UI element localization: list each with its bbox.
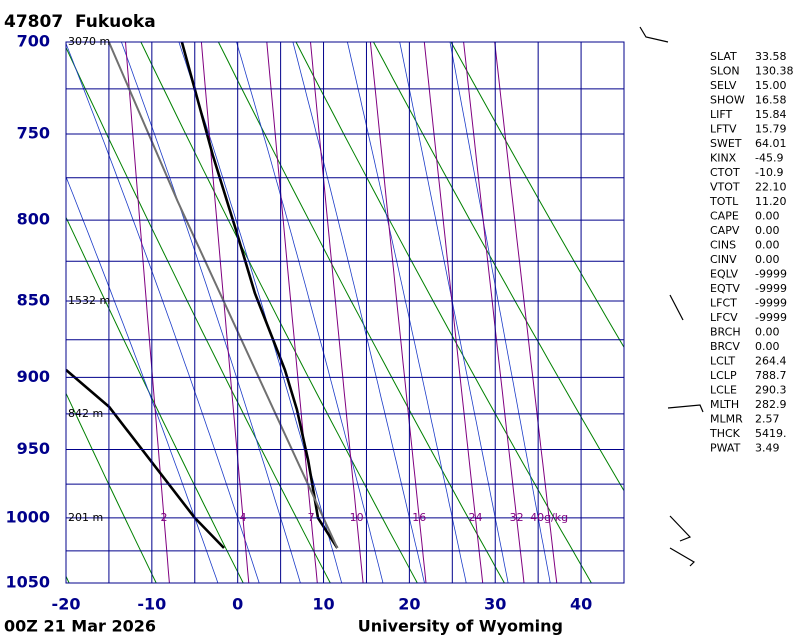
index-name: BRCV xyxy=(710,340,740,353)
height-label: 201 m xyxy=(68,511,103,524)
index-name: CAPV xyxy=(710,224,740,237)
index-value: 11.20 xyxy=(755,195,787,208)
mixing-ratio-label: 32 xyxy=(510,511,524,524)
index-name: BRCH xyxy=(710,326,741,339)
plot-border xyxy=(65,41,625,584)
index-name: CAPE xyxy=(710,210,739,223)
wind-barbs xyxy=(639,26,704,567)
index-name: VTOT xyxy=(710,181,740,194)
index-value: 0.00 xyxy=(755,326,780,339)
index-name: TOTL xyxy=(709,195,739,208)
index-value: 16.58 xyxy=(755,94,787,107)
index-name: LFTV xyxy=(710,123,737,136)
mixing-ratio-label: 24 xyxy=(468,511,482,524)
index-value: 2.57 xyxy=(755,413,780,426)
x-tick-label: 10 xyxy=(312,595,334,614)
x-tick-label: 20 xyxy=(398,595,420,614)
index-value: 282.9 xyxy=(755,398,787,411)
y-tick-label: 750 xyxy=(17,124,50,143)
index-name: LFCV xyxy=(710,311,738,324)
wind-barb xyxy=(669,294,684,321)
index-name: KINX xyxy=(710,152,737,165)
mixing-ratio-label: 16 xyxy=(412,511,426,524)
index-value: 33.58 xyxy=(755,50,787,63)
index-name: CINS xyxy=(710,239,736,252)
mixing-ratio-label: 2 xyxy=(161,511,168,524)
index-name: MLMR xyxy=(710,413,743,426)
index-value: -10.9 xyxy=(755,166,783,179)
wind-barb xyxy=(669,547,695,567)
index-value: 5419. xyxy=(755,427,787,440)
footer-left: 00Z 21 Mar 2026 xyxy=(4,617,156,636)
y-tick-label: 850 xyxy=(17,291,50,310)
wind-barb xyxy=(667,404,704,413)
index-value: 0.00 xyxy=(755,253,780,266)
index-value: 0.00 xyxy=(755,340,780,353)
indices-table: SLAT 33.58 SLON 130.38 SELV 15.00 SHOW 16.58 LIF… xyxy=(709,50,794,455)
index-name: EQLV xyxy=(710,268,739,281)
index-name: SLAT xyxy=(710,50,737,63)
index-name: CINV xyxy=(710,253,737,266)
x-tick-label: 40 xyxy=(570,595,592,614)
index-value: -9999 xyxy=(755,282,787,295)
wind-barb xyxy=(639,26,669,43)
x-tick-label: -20 xyxy=(52,595,81,614)
index-value: 264.4 xyxy=(755,355,787,368)
x-tick-label: 0 xyxy=(232,595,243,614)
index-name: PWAT xyxy=(710,442,741,455)
dry-adiabat xyxy=(66,392,157,583)
y-tick-label: 700 xyxy=(17,32,50,51)
index-value: -45.9 xyxy=(755,152,783,165)
index-name: CTOT xyxy=(710,166,740,179)
index-value: 3.49 xyxy=(755,442,780,455)
profile-line xyxy=(107,42,339,549)
index-value: 0.00 xyxy=(755,224,780,237)
index-name: LCLE xyxy=(710,384,737,397)
x-tick-label: 30 xyxy=(484,595,506,614)
mixing-ratio-label: 40g/kg xyxy=(530,511,568,524)
index-name: LCLT xyxy=(710,355,735,368)
index-value: -9999 xyxy=(755,311,787,324)
index-value: 15.84 xyxy=(755,108,787,121)
index-name: LFCT xyxy=(710,297,737,310)
y-tick-label: 1000 xyxy=(5,507,50,526)
index-name: MLTH xyxy=(710,398,739,411)
index-name: SHOW xyxy=(710,94,745,107)
index-value: -9999 xyxy=(755,268,787,281)
y-tick-label: 900 xyxy=(17,367,50,386)
index-name: EQTV xyxy=(710,282,740,295)
chart-title: 47807 Fukuoka xyxy=(4,12,156,32)
wind-barb xyxy=(669,515,692,542)
index-value: 130.38 xyxy=(755,65,794,78)
index-value: 15.00 xyxy=(755,79,787,92)
y-tick-label: 950 xyxy=(17,439,50,458)
index-name: LIFT xyxy=(710,108,733,121)
profile-line xyxy=(180,42,339,549)
index-value: 22.10 xyxy=(755,181,787,194)
x-tick-label: -10 xyxy=(137,595,166,614)
footer-right: University of Wyoming xyxy=(358,617,563,636)
index-value: -9999 xyxy=(755,297,787,310)
height-label: 842 m xyxy=(68,407,103,420)
index-value: 0.00 xyxy=(755,239,780,252)
mixing-ratio-label: 10 xyxy=(350,511,364,524)
index-name: SWET xyxy=(710,137,742,150)
y-tick-label: 800 xyxy=(17,210,50,229)
index-name: SLON xyxy=(710,65,740,78)
index-name: THCK xyxy=(709,427,741,440)
index-value: 788.7 xyxy=(755,369,787,382)
mixing-ratio-label: 7 xyxy=(308,511,315,524)
index-value: 64.01 xyxy=(755,137,787,150)
index-name: LCLP xyxy=(710,369,737,382)
index-name: SELV xyxy=(710,79,737,92)
index-value: 290.3 xyxy=(755,384,787,397)
mixing-ratio-label: 4 xyxy=(239,511,246,524)
index-value: 15.79 xyxy=(755,123,787,136)
y-tick-label: 1050 xyxy=(5,573,50,592)
height-label: 3070 m xyxy=(68,35,110,48)
index-value: 0.00 xyxy=(755,210,780,223)
height-label: 1532 m xyxy=(68,294,110,307)
